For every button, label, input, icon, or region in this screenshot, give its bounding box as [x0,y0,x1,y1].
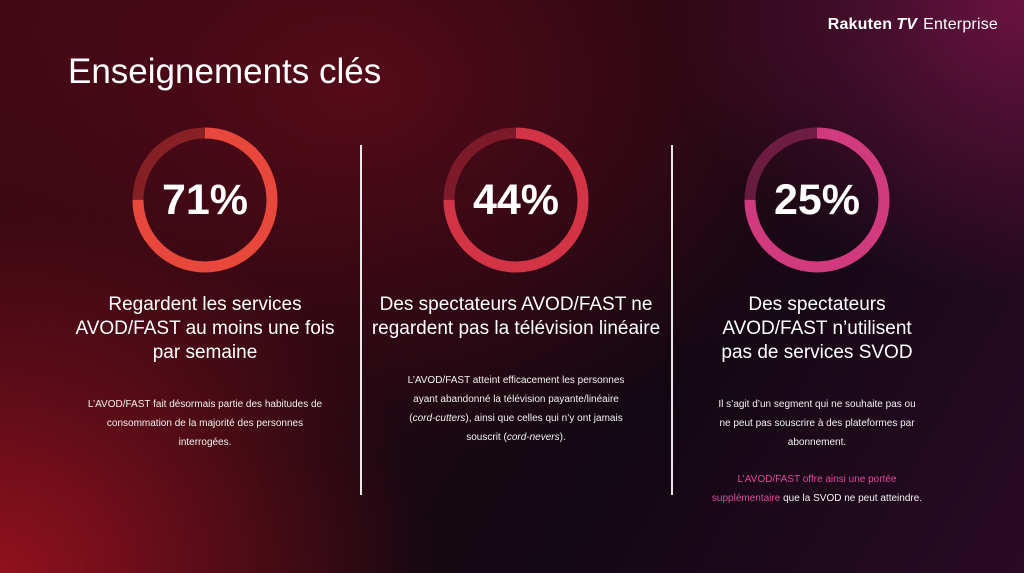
stat-description: L’AVOD/FAST fait désormais partie des ha… [87,399,323,448]
column-divider [671,145,673,495]
logo-suffix: Enterprise [923,16,998,33]
logo-tv: TV [896,16,918,33]
stat-extra-note: L’AVOD/FAST offre ainsi une portée suppl… [711,474,923,504]
progress-ring-icon: 44% [441,125,591,275]
stat-description: Il s’agit d’un segment qui ne souhaite p… [718,399,916,448]
progress-ring-icon: 25% [742,125,892,275]
stat-headline: Des spectateurs AVOD/FAST n’utilisent pa… [721,294,913,363]
stat-percent: 44% [472,176,560,224]
page-title: Enseignements clés [68,52,382,91]
stat-card-3: 25% Des spectateurs AVOD/FAST n’utilisen… [667,125,967,508]
progress-ring-icon: 71% [130,125,280,275]
stat-headline: Des spectateurs AVOD/FAST ne regardent p… [371,294,661,339]
stat-card-2: 44% Des spectateurs AVOD/FAST ne regarde… [366,125,666,447]
rakuten-tv-enterprise-logo: Rakuten TV Enterprise [828,16,998,34]
column-divider [360,145,362,495]
stat-description: L’AVOD/FAST atteint efficacement les per… [407,375,625,443]
stat-percent: 25% [773,176,861,224]
highlight-text: L’AVOD/FAST offre ainsi une portée suppl… [711,474,897,504]
stat-percent: 71% [161,176,249,224]
stat-headline: Regardent les services AVOD/FAST au moin… [75,294,335,363]
stat-card-1: 71% Regardent les services AVOD/FAST au … [55,125,355,452]
logo-brand: Rakuten [827,16,893,33]
